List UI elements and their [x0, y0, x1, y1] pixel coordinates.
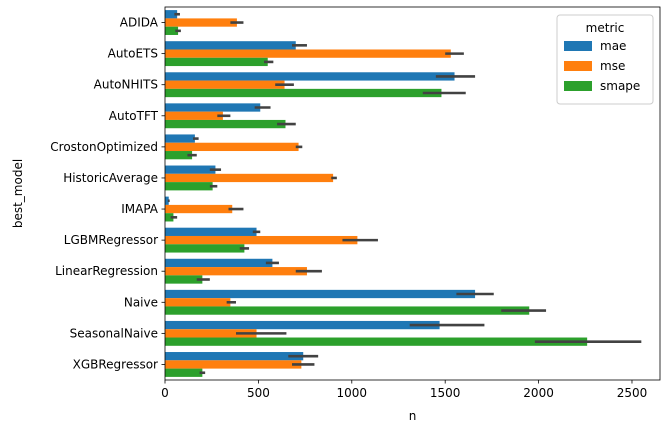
x-axis-ticks: 0 500 1000 1500 2000 2500 — [161, 380, 647, 400]
bars-group — [165, 10, 588, 377]
x-tick-label-500: 500 — [247, 386, 270, 400]
bar-linearregression-mse — [165, 267, 307, 276]
bar-xgbregressor-mse — [165, 360, 302, 369]
bar-historicaverage-smape — [165, 182, 213, 191]
y-axis-ticks: ADIDA AutoETS AutoNHITS AutoTFT CrostonOptim… — [50, 16, 165, 371]
plot-frame — [164, 6, 661, 381]
bar-autoets-smape — [165, 57, 268, 67]
bar-autonhits-smape — [165, 88, 442, 98]
y-tick-label-autoets: AutoETS — [108, 47, 158, 61]
bar-naive-mse — [165, 298, 231, 307]
y-tick-label-imapa: IMAPA — [121, 202, 159, 216]
bar-adida-smape — [165, 26, 179, 35]
bar-lgbmregressor-mae — [165, 227, 257, 236]
legend-items: mae mse smape — [564, 39, 640, 93]
x-tick-label-2000: 2000 — [523, 386, 554, 400]
bar-xgbregressor-mae — [165, 352, 304, 361]
bar-xgbregressor-smape — [165, 368, 203, 377]
bar-autonhits-mae — [165, 72, 455, 81]
y-tick-label-xgbregressor: XGBRegressor — [73, 357, 158, 371]
bar-linearregression-mae — [165, 258, 273, 268]
legend-label-mse: mse — [600, 59, 625, 73]
bar-seasonalnaive-smape — [165, 337, 588, 346]
x-tick-label-2500: 2500 — [617, 386, 648, 400]
y-tick-label-seasonalnaive: SeasonalNaive — [70, 326, 158, 340]
bar-autotft-mse — [165, 111, 223, 120]
error-bars-group — [167, 12, 642, 375]
bar-seasonalnaive-mse — [165, 329, 257, 338]
bar-historicaverage-mae — [165, 165, 216, 174]
bar-crostonoptimized-mse — [165, 142, 299, 152]
bar-lgbmregressor-smape — [165, 244, 245, 253]
bar-imapa-mse — [165, 204, 233, 214]
bar-autonhits-mse — [165, 80, 285, 89]
legend-swatch-smape — [564, 81, 592, 91]
bar-crostonoptimized-mae — [165, 134, 195, 143]
x-tick-label-1500: 1500 — [430, 386, 461, 400]
y-tick-label-naive: Naive — [124, 295, 158, 309]
bar-adida-mse — [165, 18, 237, 27]
y-tick-label-crostonoptimized: CrostonOptimized — [50, 140, 158, 154]
bar-autotft-smape — [165, 119, 286, 129]
y-tick-label-autotft: AutoTFT — [109, 109, 159, 123]
legend-swatch-mae — [564, 41, 592, 51]
y-tick-label-linearregression: LinearRegression — [55, 264, 158, 278]
bar-autotft-mae — [165, 103, 261, 112]
legend-title: metric — [586, 21, 625, 35]
bar-naive-smape — [165, 306, 530, 315]
bar-autoets-mae — [165, 41, 296, 50]
bar-historicaverage-mse — [165, 173, 334, 183]
bar-lgbmregressor-mse — [165, 235, 358, 245]
y-tick-label-adida: ADIDA — [120, 16, 159, 30]
legend-label-smape: smape — [600, 79, 640, 93]
x-tick-label-1000: 1000 — [337, 386, 368, 400]
bar-autoets-mse — [165, 49, 451, 58]
y-tick-label-lgbmregressor: LGBMRegressor — [64, 233, 158, 247]
legend: metric mae mse smape — [556, 14, 654, 105]
legend-swatch-mse — [564, 61, 592, 71]
bar-linearregression-smape — [165, 275, 203, 284]
bar-imapa-smape — [165, 213, 174, 222]
y-axis-label: best_model — [11, 159, 25, 228]
bar-seasonalnaive-mae — [165, 320, 440, 330]
y-tick-label-historicaverage: HistoricAverage — [63, 171, 158, 185]
legend-label-mae: mae — [600, 39, 626, 53]
x-tick-label-0: 0 — [161, 386, 169, 400]
y-tick-label-autonhits: AutoNHITS — [94, 78, 158, 92]
bar-imapa-mae — [165, 196, 169, 205]
bar-adida-mae — [165, 10, 178, 19]
bar-naive-mae — [165, 289, 476, 299]
x-axis-label: n — [409, 409, 417, 423]
bar-crostonoptimized-smape — [165, 151, 193, 160]
